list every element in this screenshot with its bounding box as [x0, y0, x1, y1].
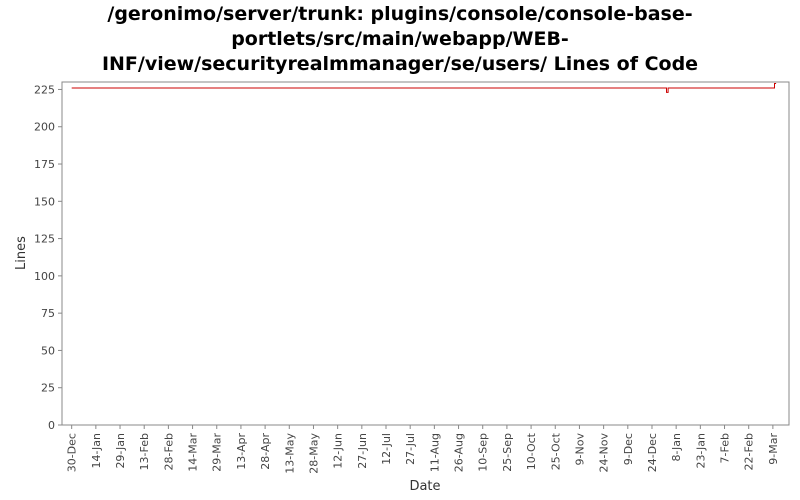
y-tick-label: 225	[34, 83, 55, 96]
y-tick-label: 175	[34, 158, 55, 171]
x-tick-label: 28-Apr	[259, 433, 272, 470]
y-tick-label: 75	[41, 307, 55, 320]
x-tick-label: 28-May	[307, 433, 320, 474]
y-tick-label: 125	[34, 233, 55, 246]
chart-title-line-3: INF/view/securityrealmmanager/se/users/ …	[101, 53, 699, 75]
x-tick-label: 14-Mar	[187, 433, 200, 472]
x-tick-label: 28-Feb	[162, 433, 175, 470]
x-tick-label: 10-Sep	[477, 433, 490, 472]
chart-title-line-2: portlets/src/main/webapp/WEB-	[231, 28, 569, 50]
y-axis-label: Lines	[14, 236, 29, 270]
y-tick-label: 50	[41, 344, 55, 357]
y-tick-label: 200	[34, 121, 55, 134]
x-tick-label: 23-Jan	[694, 433, 707, 469]
chart-title-line-1: /geronimo/server/trunk: plugins/console/…	[107, 3, 693, 25]
y-tick-label: 100	[34, 270, 55, 283]
x-tick-label: 27-Jun	[356, 433, 369, 469]
series-layer	[71, 83, 777, 93]
series-line	[71, 83, 777, 93]
x-tick-label: 14-Jan	[90, 433, 103, 469]
x-tick-label: 12-Jun	[332, 433, 345, 469]
y-tick-label: 25	[41, 382, 55, 395]
x-tick-label: 27-Jul	[404, 433, 417, 465]
y-tick-label: 0	[48, 419, 55, 432]
y-axis: 0 25 50 75 100 125 150 175 200 225	[34, 83, 62, 432]
x-tick-label: 13-Feb	[138, 433, 151, 470]
x-tick-label: 24-Dec	[646, 433, 659, 472]
x-tick-label: 9-Nov	[573, 433, 586, 466]
x-tick-label: 9-Dec	[622, 433, 635, 465]
x-tick-label: 8-Jan	[670, 433, 683, 462]
plot-frame	[61, 81, 790, 426]
chart-title: /geronimo/server/trunk: plugins/console/…	[0, 2, 800, 77]
x-tick-label: 9-Mar	[767, 433, 780, 465]
x-tick-label: 25-Oct	[549, 432, 562, 470]
x-tick-label: 26-Aug	[453, 433, 466, 472]
plot-area	[61, 81, 790, 426]
x-tick-label: 29-Mar	[211, 433, 224, 472]
x-axis: 30-Dec 14-Jan 29-Jan 13-Feb 28-Feb 14-Mar 29-M…	[66, 425, 780, 474]
x-tick-label: 30-Dec	[66, 433, 79, 472]
x-tick-label: 12-Jul	[380, 433, 393, 465]
x-tick-label: 29-Jan	[114, 433, 127, 469]
x-tick-label: 25-Sep	[501, 433, 514, 472]
x-tick-label: 22-Feb	[743, 433, 756, 470]
x-axis-label: Date	[409, 479, 440, 494]
x-tick-label: 10-Oct	[525, 432, 538, 470]
x-tick-label: 7-Feb	[719, 433, 732, 463]
y-tick-label: 150	[34, 195, 55, 208]
x-tick-label: 13-May	[283, 433, 296, 474]
x-tick-label: 24-Nov	[598, 433, 611, 473]
x-tick-label: 13-Apr	[235, 433, 248, 470]
x-tick-label: 11-Aug	[428, 433, 441, 472]
